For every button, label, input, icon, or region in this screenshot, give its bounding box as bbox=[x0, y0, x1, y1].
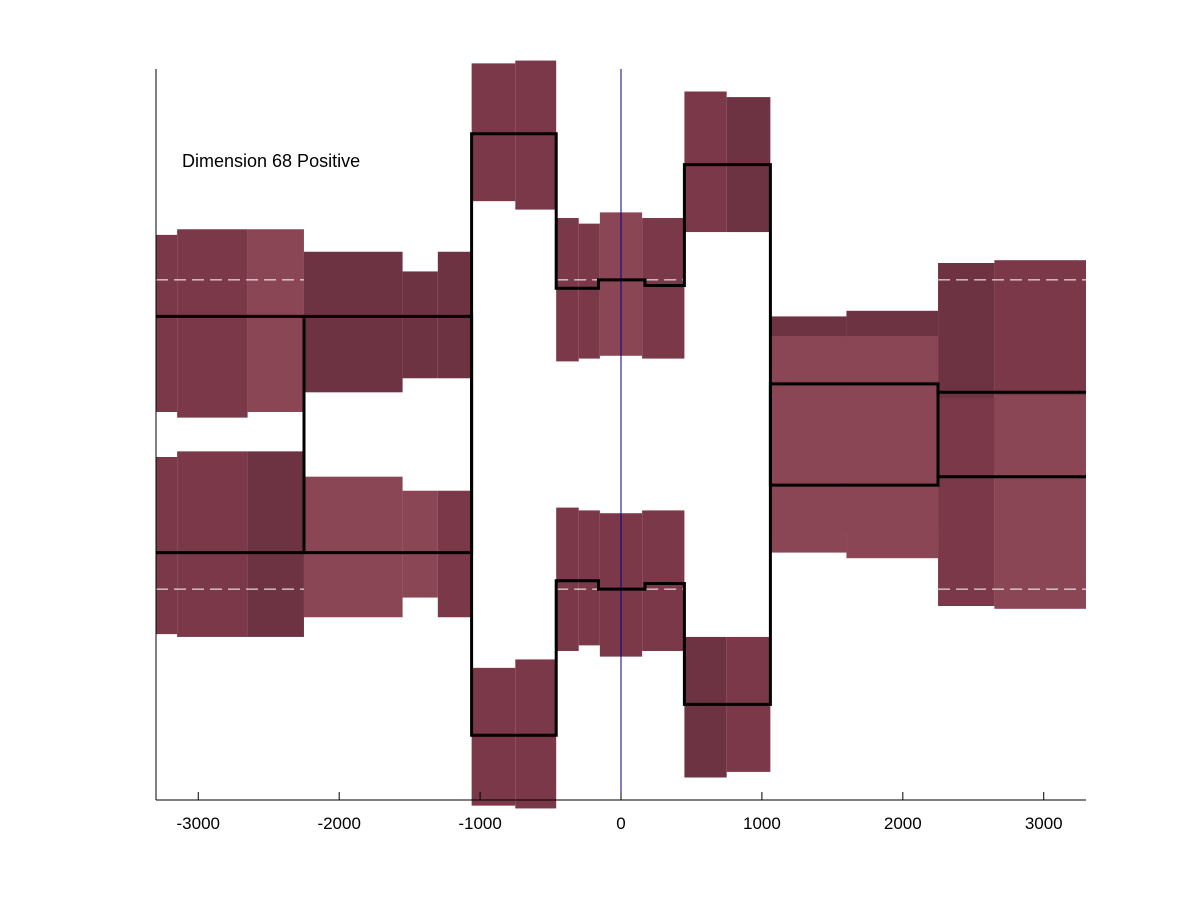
x-tick-label: -2000 bbox=[317, 814, 360, 833]
chart-annotation: Dimension 68 Positive bbox=[182, 151, 360, 171]
band-segment bbox=[177, 451, 248, 637]
x-tick-label: -1000 bbox=[458, 814, 501, 833]
band-segment bbox=[578, 223, 600, 359]
series-line bbox=[156, 132, 1086, 555]
band-segment bbox=[247, 229, 304, 413]
band-segment bbox=[642, 510, 685, 651]
band-segment bbox=[642, 218, 685, 359]
band-segment bbox=[770, 336, 847, 553]
band-segment bbox=[303, 251, 403, 393]
confidence-bands bbox=[156, 60, 1086, 809]
reference-lines bbox=[156, 279, 1086, 590]
x-tick-label: 3000 bbox=[1025, 814, 1063, 833]
band-segment bbox=[402, 271, 438, 379]
x-tick-label: 0 bbox=[616, 814, 625, 833]
x-ticks: -3000 -2000 -1000 0 1000 2000 3000 bbox=[177, 792, 1063, 833]
series-lines bbox=[156, 132, 1086, 737]
band-segment bbox=[938, 397, 995, 607]
band-segment bbox=[402, 490, 438, 598]
band-segment bbox=[684, 636, 727, 778]
band-segment bbox=[578, 510, 600, 646]
band-segment bbox=[247, 451, 304, 637]
band-segment bbox=[303, 476, 403, 618]
band-segment bbox=[846, 336, 939, 559]
band-segment bbox=[156, 234, 178, 413]
band-segment bbox=[177, 229, 248, 418]
band-segment bbox=[994, 395, 1086, 609]
x-tick-label: -3000 bbox=[177, 814, 220, 833]
series-line bbox=[156, 314, 1086, 737]
x-tick-label: 1000 bbox=[743, 814, 781, 833]
band-segment bbox=[684, 91, 727, 233]
band-segment bbox=[156, 456, 178, 635]
x-tick-label: 2000 bbox=[884, 814, 922, 833]
